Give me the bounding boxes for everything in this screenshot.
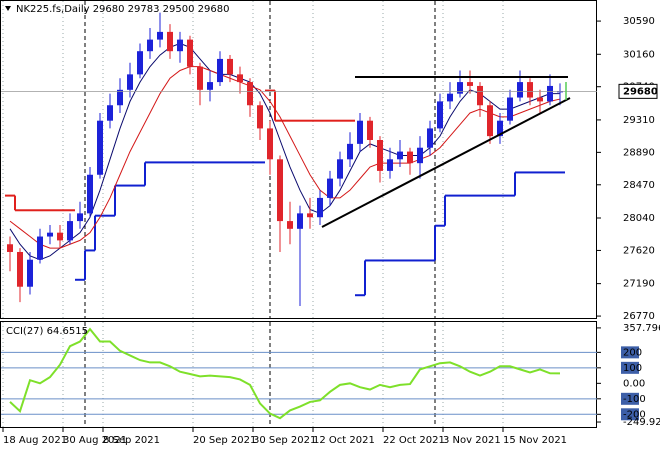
y-tick-label: -200: [623, 409, 646, 420]
x-tick-label: 8 Sep 2021: [103, 435, 160, 446]
candle-body: [437, 101, 443, 129]
candle-body: [467, 82, 473, 86]
y-tick-label: 28890: [623, 147, 655, 158]
y-tick-label: -249.929: [623, 417, 660, 428]
candle-body: [517, 82, 523, 98]
candle-body: [247, 82, 253, 106]
candle-body: [187, 39, 193, 67]
candle-body: [347, 143, 353, 160]
candle-body: [37, 236, 43, 260]
candle-body: [327, 178, 333, 198]
candle-body: [217, 58, 223, 83]
y-tick-label: 200: [623, 347, 642, 358]
moving-average: [9, 66, 561, 249]
cci-title: CCI(27) 64.6515: [6, 326, 88, 337]
x-tick-label: 12 Oct 2021: [313, 435, 375, 446]
candle-body: [137, 51, 143, 75]
candle-body: [227, 58, 233, 75]
y-tick-label: 26770: [623, 311, 655, 322]
candle-body: [97, 120, 103, 175]
candle-body: [387, 159, 393, 171]
candle-body: [7, 244, 13, 252]
x-tick-label: 30 Aug 2021: [63, 435, 127, 446]
trend-line: [321, 97, 571, 228]
candle-body: [277, 159, 283, 222]
candle-body: [367, 120, 373, 141]
candle-body: [417, 147, 423, 164]
y-tick-label: 30160: [623, 49, 655, 60]
candle-body: [297, 213, 303, 229]
price-label: 29680: [623, 86, 658, 97]
candle-body: [17, 251, 23, 287]
candle-body: [167, 31, 173, 52]
candle-body: [207, 82, 213, 90]
y-tick-label: 28040: [623, 213, 655, 224]
candle-body: [197, 66, 203, 90]
cci-line: [9, 327, 561, 420]
level-label-box: [621, 346, 639, 359]
main-frame: [0, 0, 597, 319]
candle-body: [497, 120, 503, 137]
x-tick-label: 18 Aug 2021: [3, 435, 67, 446]
x-tick-label: 3 Nov 2021: [443, 435, 501, 446]
y-tick-label: 29310: [623, 115, 655, 126]
level-label-box: [621, 361, 639, 374]
dropdown-arrow: [5, 6, 11, 11]
candle-body: [307, 213, 313, 218]
y-tick-label: 28470: [623, 180, 655, 191]
candle-body: [507, 97, 513, 121]
candle-body: [57, 232, 63, 241]
candle-body: [287, 221, 293, 229]
candle-body: [447, 93, 453, 102]
candle-body: [107, 105, 113, 121]
candle-body: [407, 151, 413, 164]
candle-body: [547, 85, 553, 102]
candle-body: [177, 39, 183, 52]
candle-body: [117, 89, 123, 106]
candle-body: [537, 97, 543, 102]
price-box: [618, 83, 658, 99]
candle-body: [237, 74, 243, 83]
y-tick-label: 27190: [623, 279, 655, 290]
candle-body: [27, 259, 33, 287]
candle-body: [527, 82, 533, 98]
y-tick-label: 357.796: [623, 323, 660, 334]
y-tick-label: 100: [623, 363, 642, 374]
candle-body: [317, 197, 323, 218]
x-tick-label: 20 Sep 2021: [193, 435, 256, 446]
candle-body: [127, 74, 133, 90]
candle-body: [77, 213, 83, 222]
candle-body: [457, 82, 463, 94]
y-tick-label: 27620: [623, 245, 655, 256]
plot-area: [1, 1, 597, 427]
candle-body: [377, 140, 383, 171]
candle-body: [557, 91, 563, 93]
candle-body: [337, 159, 343, 179]
chart-title: NK225.fs,Daily 29680 29783 29500 29680: [16, 4, 229, 15]
level-label-box: [621, 392, 639, 405]
candle-body: [487, 105, 493, 137]
candle-body: [147, 39, 153, 52]
y-tick-label: 0.00: [623, 378, 645, 389]
candle-body: [357, 120, 363, 144]
level-label-box: [621, 408, 639, 421]
x-tick-label: 15 Nov 2021: [503, 435, 567, 446]
candle-body: [47, 232, 53, 237]
candle-body: [477, 85, 483, 106]
y-tick-label: -100: [623, 394, 646, 405]
candle-body: [397, 151, 403, 160]
candle-body: [427, 128, 433, 148]
candle-body: [67, 221, 73, 241]
candle-body: [157, 31, 163, 40]
x-tick-label: 22 Oct 2021: [383, 435, 445, 446]
candle-body: [87, 174, 93, 214]
cci-frame: [0, 321, 597, 428]
y-tick-label: 30590: [623, 16, 655, 27]
candle-body: [257, 105, 263, 129]
x-tick-label: 30 Sep 2021: [253, 435, 316, 446]
candle-body: [267, 128, 273, 160]
